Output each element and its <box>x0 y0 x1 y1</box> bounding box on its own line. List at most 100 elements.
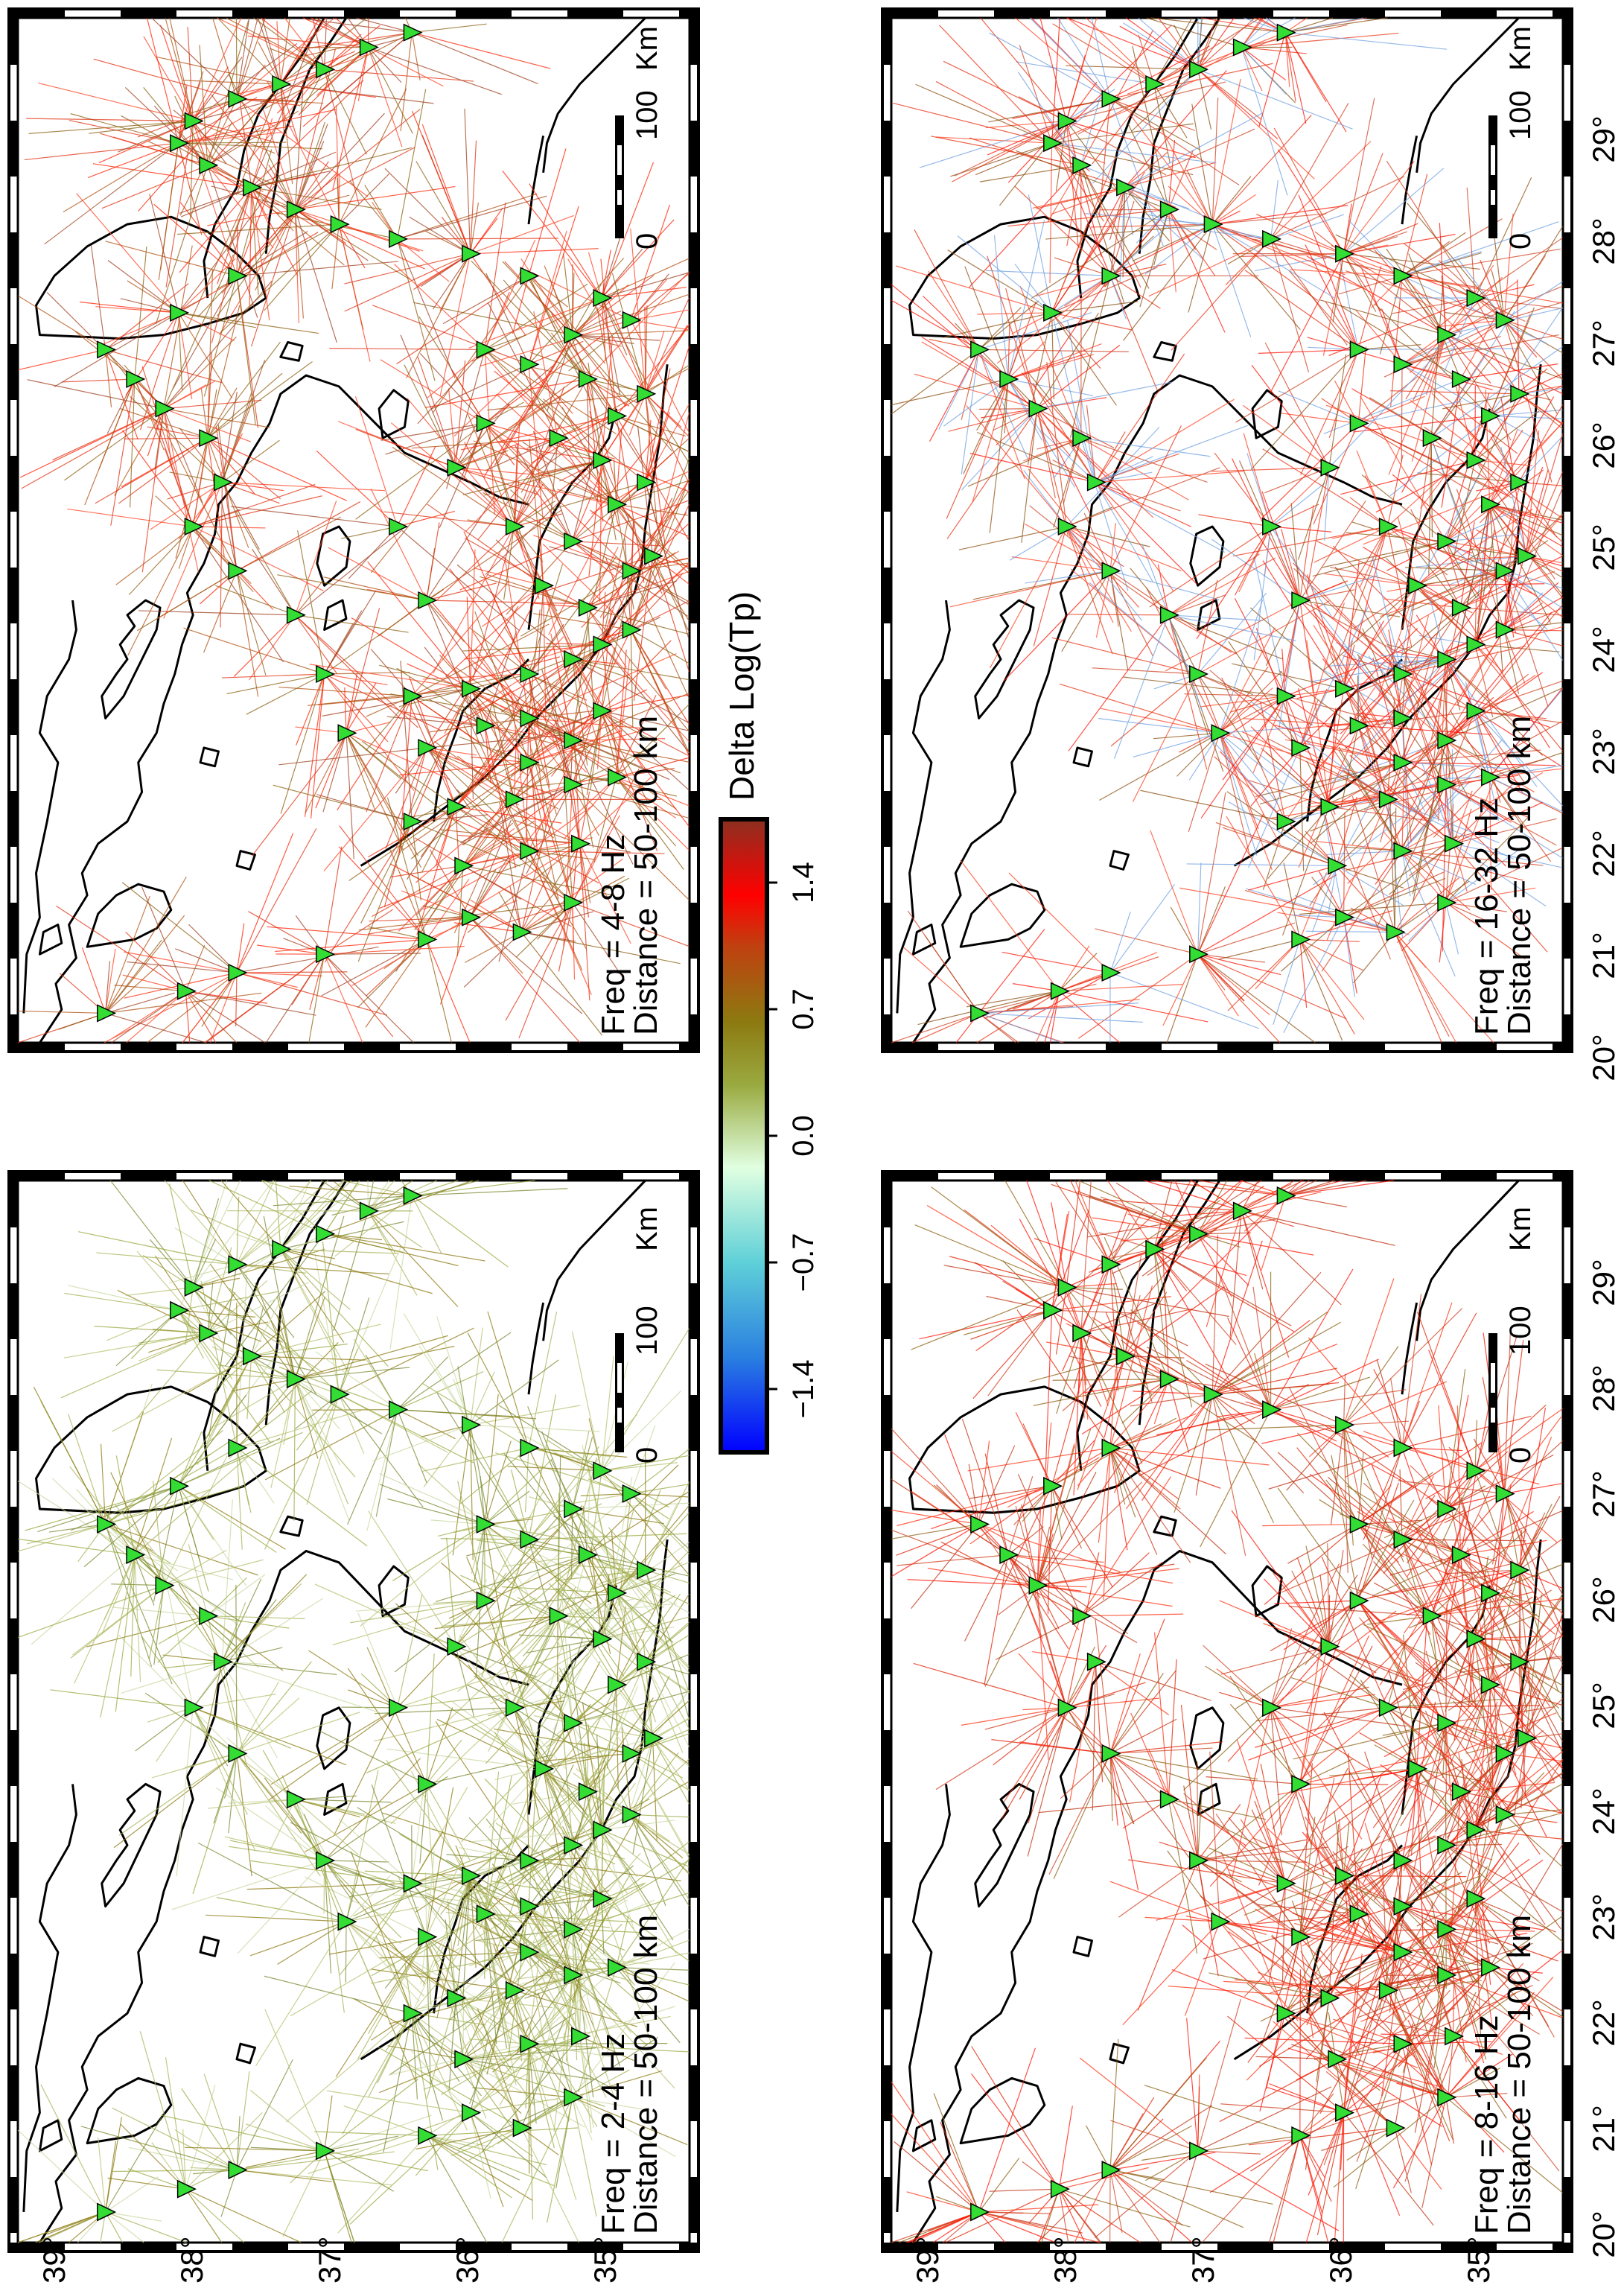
ray-path <box>1294 1922 1403 1953</box>
ray-path <box>387 1498 485 1525</box>
ray-path <box>1270 1707 1312 1846</box>
ray-path <box>1445 1369 1466 1510</box>
ray-path <box>513 526 558 611</box>
ray-path <box>415 2127 522 2150</box>
ray-path <box>280 83 434 104</box>
ray-path <box>331 224 340 290</box>
ray-path <box>513 799 563 911</box>
station-triangle-icon <box>1043 1476 1063 1496</box>
ray-path <box>513 480 536 527</box>
station-triangle-icon <box>1378 1980 1398 2000</box>
station-triangle-icon <box>1495 1484 1515 1504</box>
ray-path <box>1077 953 1198 1039</box>
frame-tick <box>994 1043 1050 1052</box>
ray-path <box>324 2095 333 2151</box>
ray-path <box>945 2188 1060 2243</box>
ray-path <box>1431 1598 1563 1617</box>
ray-path <box>1109 1741 1223 1754</box>
ray-path <box>1445 1977 1554 2098</box>
station-triangle-icon <box>454 2050 474 2069</box>
ray-path <box>356 1600 485 1612</box>
ray-path <box>134 1554 155 1606</box>
ray-path <box>1453 2036 1503 2056</box>
ray-path <box>476 1974 573 2017</box>
ray-path <box>27 379 165 410</box>
ray-path <box>466 1557 485 1601</box>
ray-path <box>264 223 340 311</box>
ray-path <box>601 563 690 645</box>
ray-path <box>1284 1821 1430 1884</box>
ray-path <box>307 688 471 706</box>
ray-path <box>1035 1615 1082 1746</box>
ray-path <box>426 2135 488 2243</box>
ray-path <box>1312 541 1446 577</box>
ray-path <box>250 1860 413 1884</box>
ray-path <box>572 334 673 452</box>
ray-path <box>528 731 639 763</box>
ray-path <box>1219 1691 1271 1709</box>
ray-path <box>263 1216 296 1379</box>
ray-path <box>587 1791 690 1855</box>
station-triangle-icon <box>1291 2126 1311 2145</box>
ray-path <box>411 2013 444 2121</box>
ray-path <box>1106 1356 1126 1402</box>
ray-path <box>261 1180 369 1212</box>
ray-path <box>424 1895 573 1976</box>
ray-path <box>315 17 369 48</box>
ray-path <box>528 564 564 675</box>
ray-path <box>1062 1356 1125 1411</box>
ray-path <box>462 827 515 866</box>
ray-path <box>463 932 522 988</box>
ray-path <box>1387 526 1448 576</box>
ray-path <box>333 1210 369 1332</box>
ray-path <box>342 2012 413 2135</box>
ray-path <box>207 1280 268 1334</box>
ray-path <box>367 561 471 690</box>
ray-path <box>220 2170 238 2217</box>
ray-path <box>1494 235 1505 320</box>
ray-path <box>193 1277 241 1288</box>
frame-tick <box>679 1172 698 1180</box>
ray-path <box>1214 452 1272 527</box>
ray-path <box>462 740 573 846</box>
ray-path <box>645 1661 690 1675</box>
ray-path <box>371 1968 515 1992</box>
station-triangle-icon <box>228 267 248 285</box>
ray-path <box>978 2211 1050 2214</box>
ray-path <box>367 1210 459 1308</box>
ray-path <box>1259 2013 1286 2111</box>
ray-path <box>911 1286 1067 1350</box>
ray-path <box>533 613 631 631</box>
ray-path <box>969 1485 1052 1545</box>
ray-path <box>207 165 274 249</box>
ray-path <box>236 173 337 276</box>
ray-path <box>1055 121 1067 191</box>
ray-path <box>1343 877 1446 918</box>
ray-path <box>1306 1600 1359 1714</box>
ray-path <box>357 938 427 1008</box>
ray-path <box>1139 1409 1271 1477</box>
ray-path <box>463 1878 529 1907</box>
ray-path <box>1211 223 1335 299</box>
ray-path <box>251 1343 348 1357</box>
ray-path <box>572 541 689 617</box>
ray-path <box>382 1812 529 1861</box>
ray-path <box>1445 1455 1554 1510</box>
ray-path <box>572 1754 607 1846</box>
ray-path <box>192 1707 291 1749</box>
ray-path <box>1343 253 1377 312</box>
ray-path <box>280 1180 311 1250</box>
ray-path <box>193 483 316 527</box>
ray-path <box>572 330 690 336</box>
ray-path <box>98 2137 106 2213</box>
ray-path <box>652 1738 690 1805</box>
ray-path <box>572 541 662 547</box>
ray-path <box>1266 1827 1359 1915</box>
ray-path <box>1357 1875 1388 1991</box>
ray-path <box>1421 2097 1447 2208</box>
ray-path <box>563 777 617 840</box>
ray-path <box>277 1921 347 1965</box>
ray-path <box>974 1262 1052 1311</box>
ray-path <box>586 1464 679 1556</box>
ray-path <box>591 1684 617 1735</box>
